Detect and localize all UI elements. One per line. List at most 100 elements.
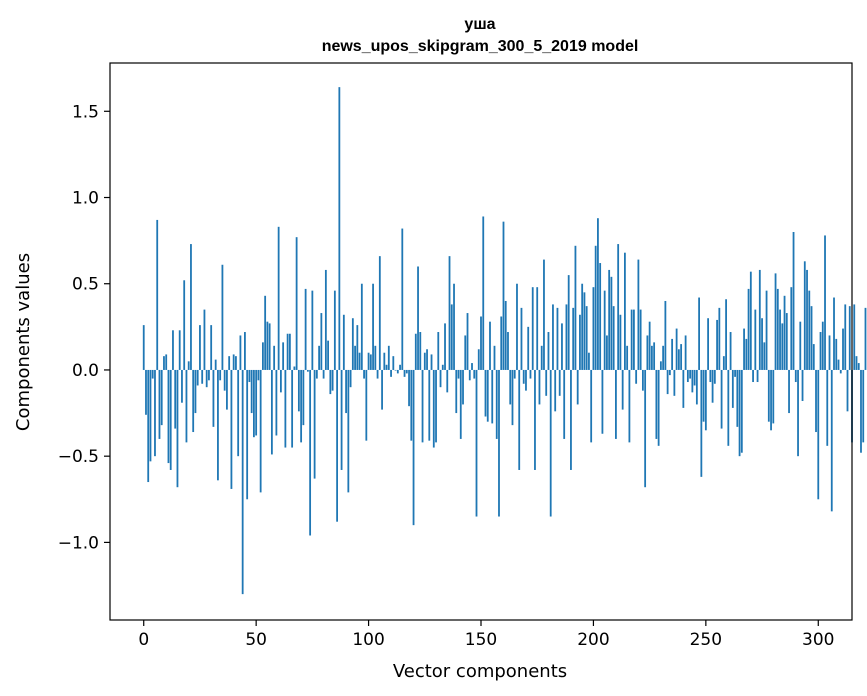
bar-256 bbox=[718, 307, 721, 370]
bar-28 bbox=[205, 369, 208, 388]
bar-148 bbox=[475, 369, 478, 517]
bar-210 bbox=[615, 369, 617, 439]
bar-145 bbox=[468, 369, 471, 381]
bar-70 bbox=[300, 369, 303, 443]
bar-153 bbox=[486, 369, 489, 422]
bar-131 bbox=[437, 332, 440, 370]
bar-192 bbox=[574, 245, 577, 370]
bar-298 bbox=[812, 344, 815, 370]
bar-180 bbox=[547, 332, 550, 370]
bar-76 bbox=[313, 369, 316, 479]
bar-9 bbox=[163, 356, 165, 370]
y-tick-label: 1.5 bbox=[72, 102, 99, 122]
bar-7 bbox=[158, 369, 161, 439]
bar-247 bbox=[698, 297, 700, 370]
bar-79 bbox=[320, 313, 323, 370]
bar-257 bbox=[720, 369, 723, 429]
bar-32 bbox=[214, 359, 217, 370]
bar-276 bbox=[763, 342, 766, 370]
bar-193 bbox=[576, 369, 579, 405]
bar-121 bbox=[414, 333, 417, 370]
bar-125 bbox=[423, 352, 426, 370]
bar-202 bbox=[597, 218, 599, 370]
bar-118 bbox=[408, 369, 410, 407]
bar-65 bbox=[288, 333, 291, 370]
bar-286 bbox=[785, 313, 788, 370]
bar-39 bbox=[230, 369, 233, 489]
bar-271 bbox=[752, 369, 754, 383]
bar-126 bbox=[426, 349, 428, 370]
y-tick-label: −0.5 bbox=[58, 447, 99, 467]
bar-92 bbox=[349, 369, 352, 388]
bar-223 bbox=[644, 369, 647, 488]
bar-289 bbox=[792, 232, 795, 370]
bar-320 bbox=[862, 369, 865, 443]
bar-50 bbox=[255, 369, 258, 436]
bar-272 bbox=[754, 309, 757, 370]
bar-208 bbox=[610, 276, 613, 370]
bar-188 bbox=[565, 304, 568, 370]
x-tick-label: 0 bbox=[138, 630, 149, 650]
bar-267 bbox=[743, 328, 745, 370]
bar-128 bbox=[430, 354, 433, 370]
bar-236 bbox=[673, 369, 676, 396]
bar-103 bbox=[374, 345, 377, 370]
bar-261 bbox=[729, 332, 732, 370]
bar-69 bbox=[297, 369, 300, 412]
bar-129 bbox=[432, 369, 435, 448]
bar-238 bbox=[677, 349, 680, 370]
bar-66 bbox=[291, 369, 294, 448]
bar-142 bbox=[462, 369, 464, 405]
bar-248 bbox=[700, 369, 703, 477]
bar-48 bbox=[250, 369, 253, 414]
bar-77 bbox=[315, 369, 318, 379]
bar-134 bbox=[444, 323, 446, 370]
bar-84 bbox=[331, 369, 334, 391]
bar-313 bbox=[846, 369, 849, 412]
bar-23 bbox=[194, 369, 197, 414]
bar-196 bbox=[583, 292, 586, 370]
bar-143 bbox=[464, 335, 467, 370]
bars-group bbox=[142, 87, 867, 595]
bar-11 bbox=[167, 369, 170, 464]
bar-132 bbox=[439, 369, 442, 388]
bar-251 bbox=[707, 318, 709, 370]
bar-81 bbox=[324, 269, 327, 370]
bar-218 bbox=[633, 309, 635, 370]
bar-54 bbox=[264, 295, 267, 370]
bar-299 bbox=[815, 369, 817, 433]
bar-229 bbox=[657, 369, 660, 446]
bar-96 bbox=[358, 352, 361, 370]
bar-12 bbox=[169, 369, 172, 470]
bar-139 bbox=[455, 369, 458, 414]
bar-104 bbox=[376, 369, 379, 379]
bar-277 bbox=[765, 290, 768, 370]
bar-228 bbox=[655, 369, 658, 439]
bar-62 bbox=[282, 342, 285, 370]
bar-232 bbox=[664, 300, 667, 370]
bar-88 bbox=[340, 369, 343, 470]
bar-122 bbox=[417, 266, 419, 370]
bar-159 bbox=[500, 316, 503, 370]
bar-110 bbox=[390, 369, 392, 377]
x-tick-label: 100 bbox=[352, 630, 384, 650]
bar-230 bbox=[659, 361, 662, 370]
bar-281 bbox=[774, 273, 777, 370]
bar-46 bbox=[246, 369, 249, 500]
bar-160 bbox=[502, 221, 505, 370]
bar-147 bbox=[473, 369, 476, 379]
bar-108 bbox=[385, 364, 388, 370]
bar-318 bbox=[857, 363, 860, 370]
bar-38 bbox=[228, 356, 231, 370]
bar-314 bbox=[848, 306, 851, 370]
bar-137 bbox=[450, 304, 453, 370]
bar-36 bbox=[223, 369, 226, 391]
bar-44 bbox=[241, 369, 244, 595]
bar-216 bbox=[628, 369, 631, 443]
bar-283 bbox=[779, 309, 781, 370]
bar-252 bbox=[709, 369, 712, 383]
bar-295 bbox=[806, 269, 808, 370]
bar-225 bbox=[648, 321, 651, 370]
bar-161 bbox=[504, 300, 507, 370]
